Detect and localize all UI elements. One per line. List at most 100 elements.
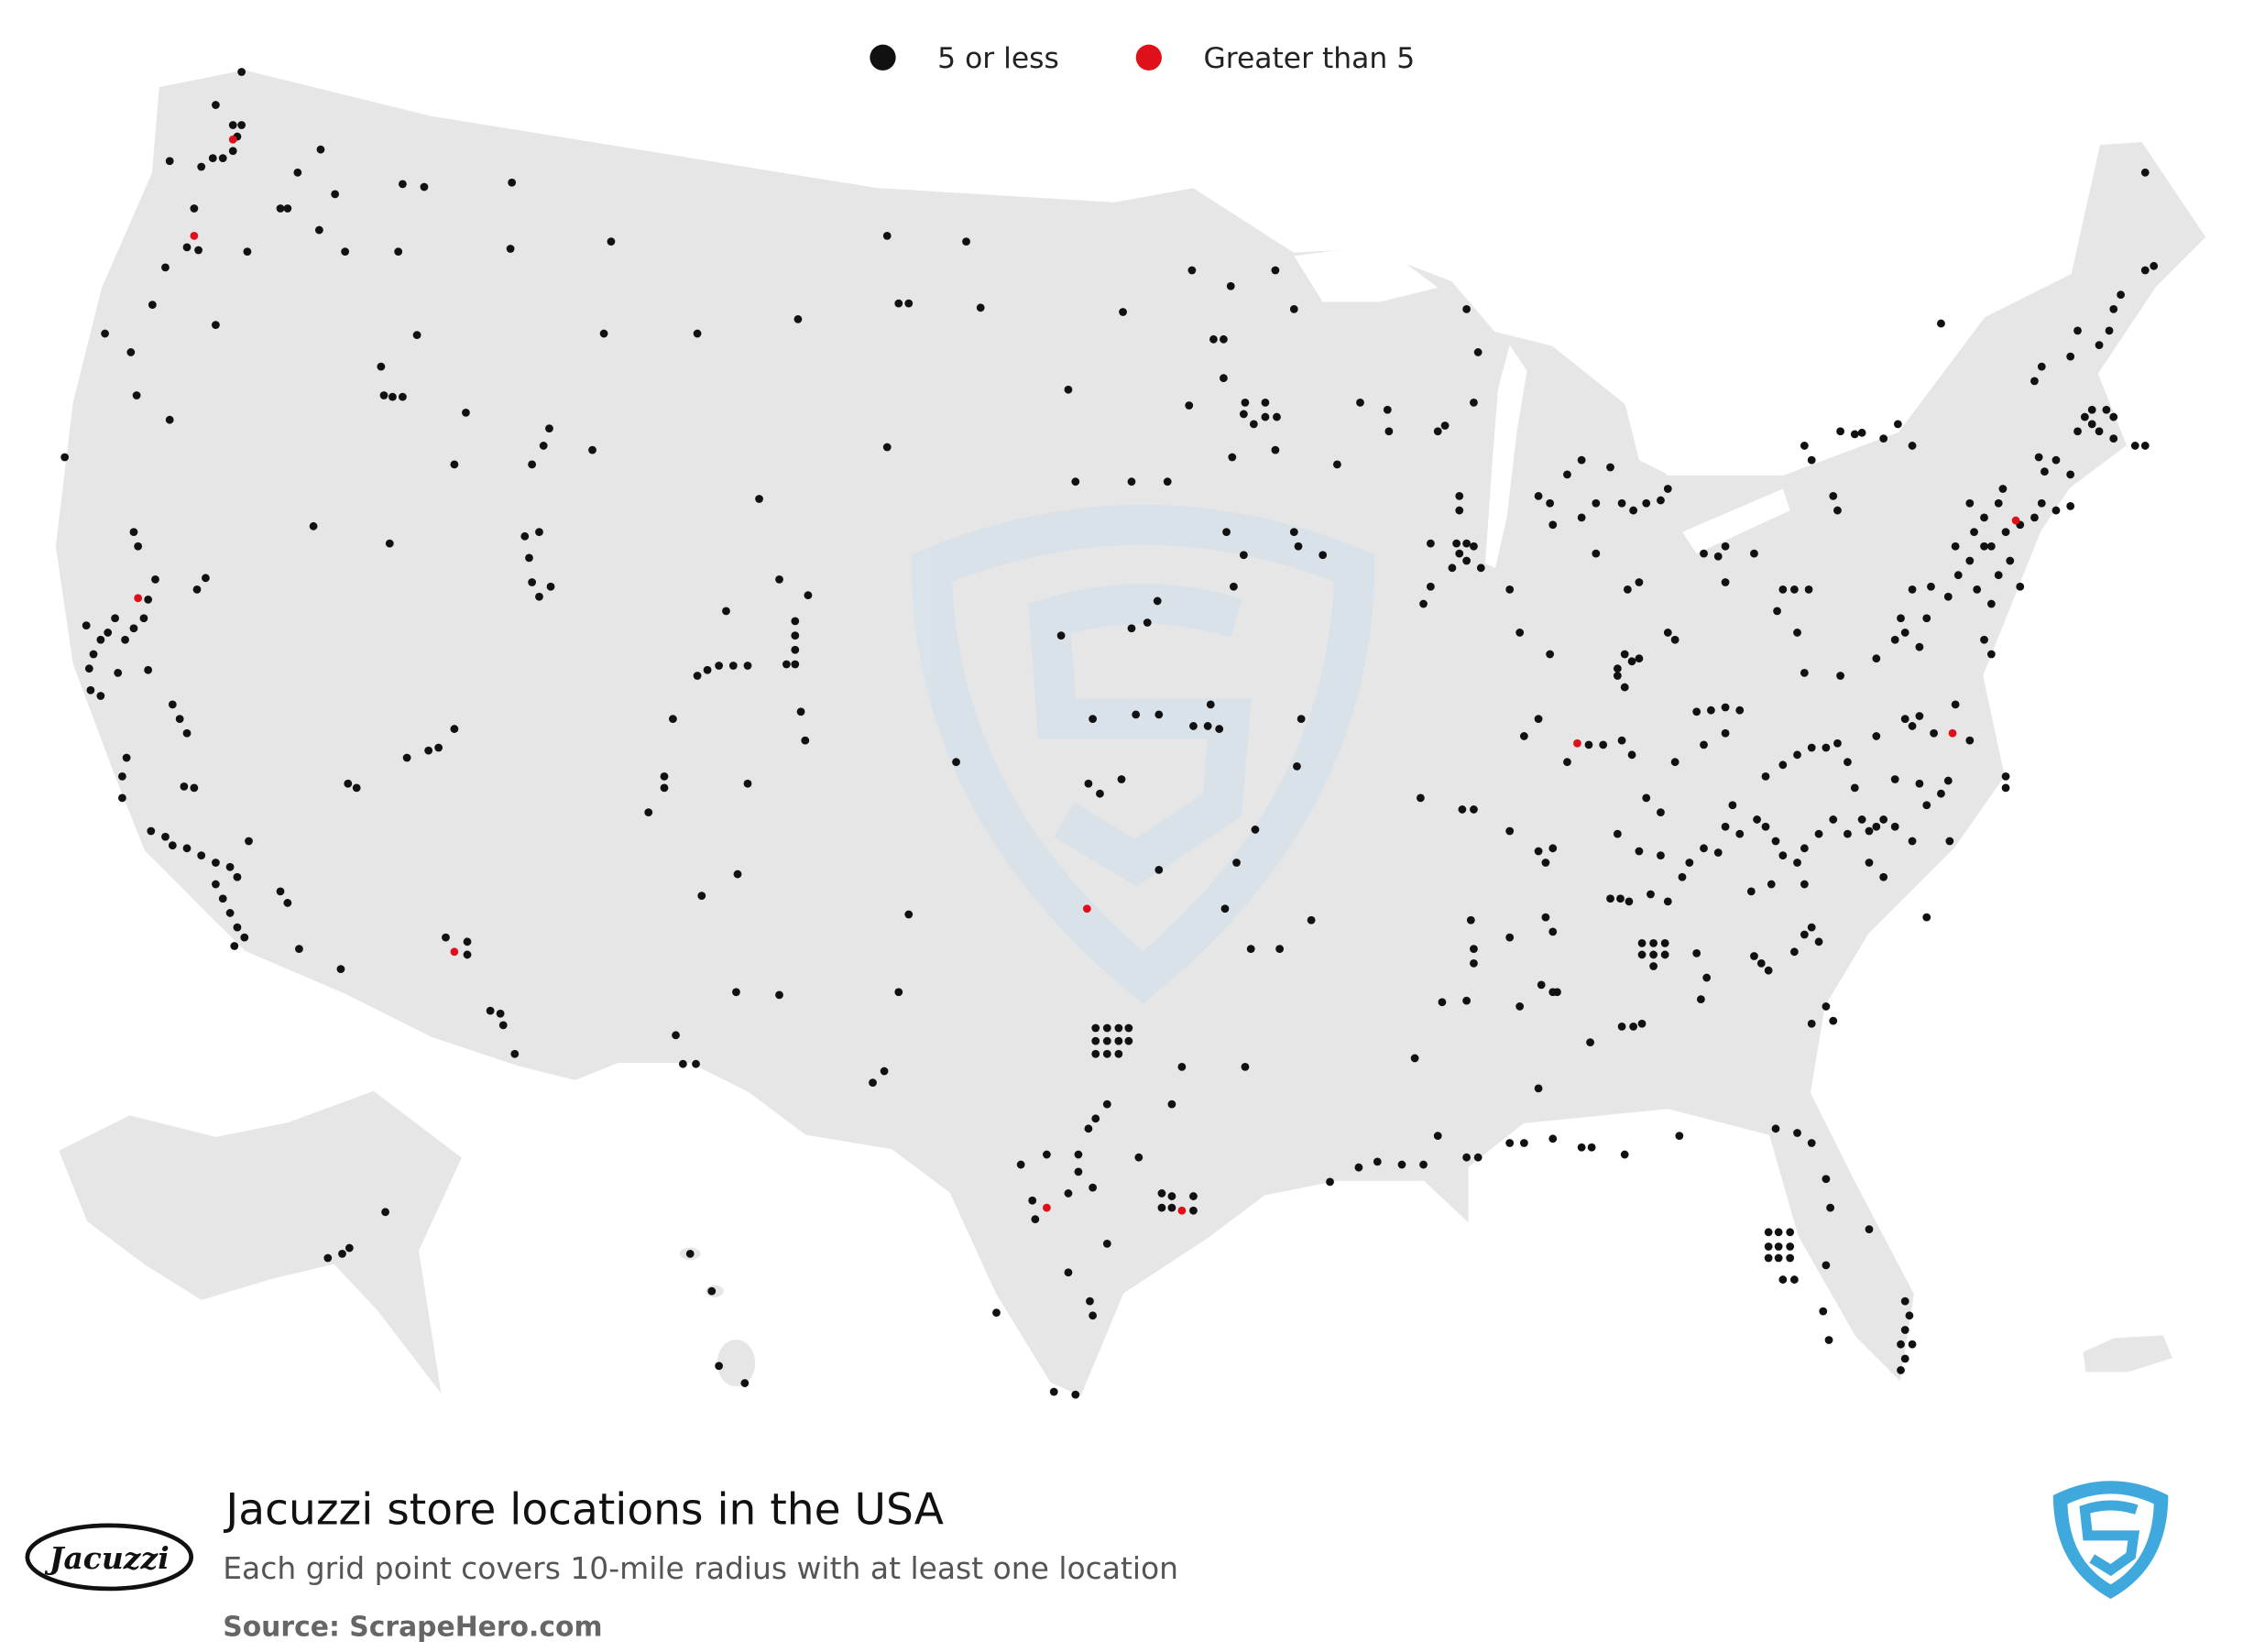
store-dot [1980,513,1988,522]
store-dot [2130,442,2139,450]
store-dot [1774,1253,1783,1263]
store-dot [1980,635,1988,644]
store-dot [1786,1242,1795,1251]
store-dot [2037,362,2046,371]
store-dot [2073,326,2082,335]
store-dot [1599,740,1608,749]
store-dot [1970,528,1978,536]
store-dot [755,495,763,503]
store-dot [1927,582,1935,591]
store-dot [1084,779,1093,788]
store-dot [2102,405,2111,414]
store-dot [1455,506,1464,515]
store-dot [1670,758,1680,767]
store-dot [1592,498,1601,508]
store-dot [233,923,242,932]
store-dot [225,909,235,917]
store-dot [175,715,184,723]
store-dot [1419,1160,1428,1169]
store-dot [82,621,91,629]
store-dot [1778,851,1788,860]
store-dot [1031,1215,1040,1224]
store-dot [1114,1049,1123,1058]
store-dot [1215,725,1224,733]
store-dot [1908,722,1917,730]
store-dot [1649,950,1658,959]
store-dot [1119,308,1127,316]
store-dot [208,154,217,163]
store-dot [1617,498,1626,508]
store-dot [144,665,153,674]
store-dot [1663,897,1672,906]
store-dot [992,1308,1001,1318]
store-dot [1189,722,1198,730]
store-dot [1773,607,1781,616]
store-dot [118,771,126,781]
store-dot [1154,710,1164,719]
store-dot [2001,528,2010,536]
store-dot [309,521,318,531]
store-dot [1814,937,1823,946]
store-dot [1548,1134,1558,1143]
store-dot [1836,427,1844,436]
brand-logo: Jacuzzi [25,1523,194,1592]
store-dot [1318,551,1328,560]
store-dot [1153,596,1162,606]
store-dot [1185,401,1194,410]
store-dot [2150,261,2159,270]
store-dot [715,1362,724,1371]
store-dot [1187,266,1197,275]
source: Source: ScrapeHero.com [223,1612,602,1644]
store-dot [394,247,403,257]
store-dot [182,728,191,738]
store-dot [1553,988,1561,997]
store-dot [1637,1019,1647,1028]
store-dot [1965,736,1975,745]
store-dot [1943,776,1953,785]
store-dot [707,1286,717,1296]
store-dot [316,145,325,154]
store-dot [60,453,70,462]
store-dot [1900,1354,1909,1363]
store-dot [1844,829,1852,838]
store-dot [1793,859,1801,867]
store-dot [1767,880,1776,889]
store-dot [1293,761,1301,771]
store-dot [486,1006,495,1015]
lake [1294,244,1439,302]
store-dot [1519,1139,1528,1147]
store-dot [1114,1023,1123,1033]
store-dot [1822,1002,1831,1011]
store-dot [1774,1228,1783,1237]
store-dot [1663,629,1672,637]
store-dot [1822,1261,1831,1270]
store-dot [1515,629,1525,637]
lake [1625,402,1676,475]
store-dot [2030,377,2039,386]
store-dot [341,247,350,257]
subtitle: Each grid point covers 10-mile radius wi… [223,1550,1178,1586]
store-dot [535,528,543,536]
store-dot [1908,1340,1917,1349]
store-dot [1134,1153,1143,1162]
store-dot [1937,789,1945,798]
store-dot [728,662,738,670]
store-dot [1829,815,1838,824]
store-dot [1915,642,1924,651]
store-dot [1163,477,1172,487]
store-dot [1440,421,1450,430]
store-dot [796,707,805,717]
store-dot [1685,859,1694,867]
store-dot [1893,420,1902,429]
store-dot [1789,585,1799,594]
store-dot [2109,412,2118,421]
store-dot [1986,542,1996,551]
store-dot [1473,1153,1483,1162]
store-dot [2041,467,2049,476]
store-dot [2080,412,2089,421]
store-dot [1261,412,1270,421]
store-dot [1789,947,1799,957]
store-dot [1965,556,1975,565]
store-dot [1986,650,1996,659]
store-dot [111,614,119,623]
